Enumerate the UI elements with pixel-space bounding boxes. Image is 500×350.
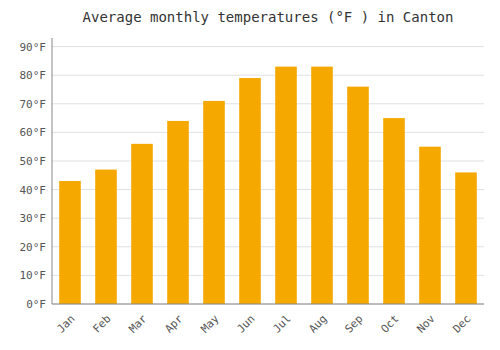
y-tick-label: 60°F xyxy=(20,126,47,139)
grid-line xyxy=(52,46,484,47)
bar xyxy=(95,170,117,304)
x-tick-label: Nov xyxy=(414,312,438,336)
grid-line xyxy=(52,132,484,133)
y-tick-label: 40°F xyxy=(20,184,47,197)
grid-line xyxy=(52,103,484,104)
x-tick-label: Dec xyxy=(450,312,473,335)
x-tick-label: Jul xyxy=(270,312,293,335)
bar xyxy=(275,67,297,304)
y-tick-label: 50°F xyxy=(20,155,47,168)
bar xyxy=(419,147,441,304)
bars xyxy=(59,67,477,304)
bar xyxy=(311,67,333,304)
x-tick-label: Feb xyxy=(90,312,113,335)
y-tick-label: 10°F xyxy=(20,269,47,282)
bar xyxy=(383,118,405,304)
y-tick-label: 80°F xyxy=(20,69,47,82)
bar xyxy=(59,181,81,304)
chart-container: Average monthly temperatures (°F ) in Ca… xyxy=(0,0,500,350)
x-tick-label: Jan xyxy=(54,312,77,335)
y-grid xyxy=(52,47,484,304)
y-tick-label: 20°F xyxy=(20,241,47,254)
bar xyxy=(455,172,477,304)
x-tick-label: Aug xyxy=(306,312,329,335)
x-tick-label: Jun xyxy=(234,312,257,335)
x-tick-label: Sep xyxy=(342,312,365,335)
y-axis-line xyxy=(52,38,53,304)
grid-line xyxy=(52,304,484,305)
chart-title: Average monthly temperatures (°F ) in Ca… xyxy=(83,9,454,25)
x-tick-label: May xyxy=(198,312,222,336)
bar xyxy=(131,144,153,304)
bar xyxy=(203,101,225,304)
y-tick-labels: 0°F 10°F 20°F 30°F 40°F 50°F 60°F 70°F 80°F 90°F xyxy=(20,41,47,311)
x-tick-label: Mar xyxy=(126,312,150,336)
x-axis-line xyxy=(52,304,484,305)
x-tick-labels: Jan Feb Mar Apr May Jun Jul Aug Sep Oct Nov Dec xyxy=(54,312,473,336)
grid-line xyxy=(52,75,484,76)
bar xyxy=(347,87,369,304)
y-tick-label: 0°F xyxy=(26,298,46,311)
x-tick-label: Apr xyxy=(162,312,186,336)
x-tick-label: Oct xyxy=(378,312,401,335)
chart-svg: Average monthly temperatures (°F ) in Ca… xyxy=(0,0,500,350)
bar xyxy=(167,121,189,304)
y-tick-label: 70°F xyxy=(20,98,47,111)
bar xyxy=(239,78,261,304)
y-tick-label: 30°F xyxy=(20,212,47,225)
y-tick-label: 90°F xyxy=(20,41,47,54)
